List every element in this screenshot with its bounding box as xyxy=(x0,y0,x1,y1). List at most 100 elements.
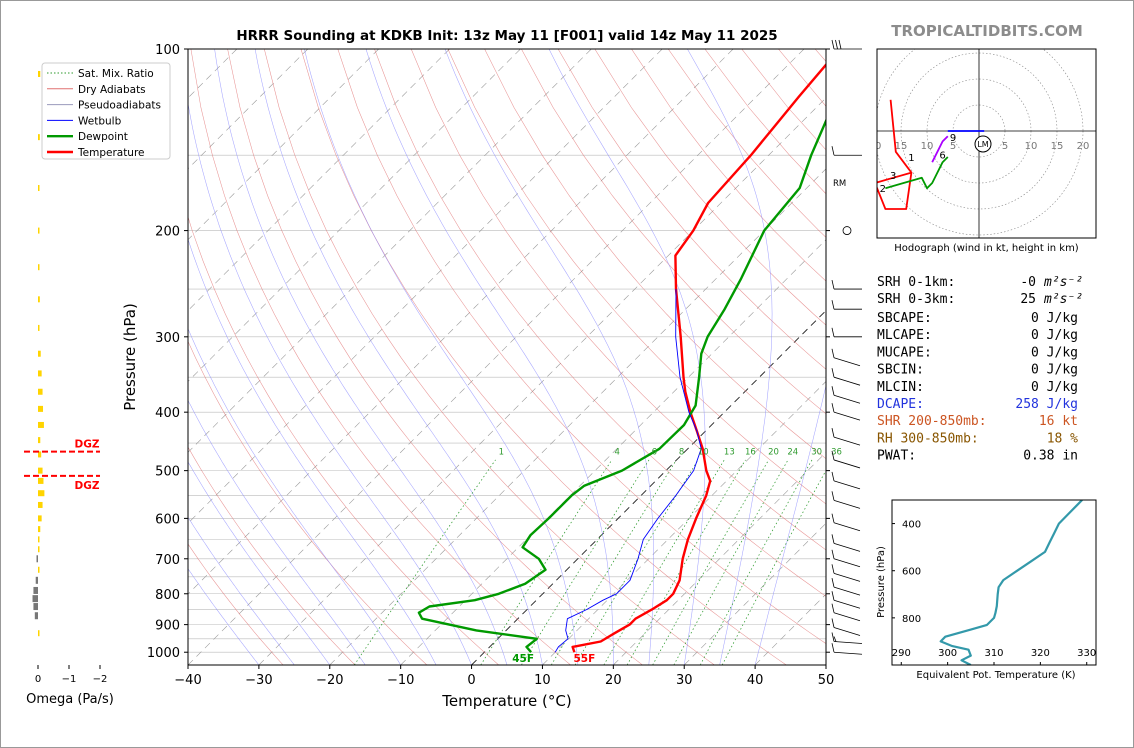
skew-t-panel: 1 4 6 8 10 13 16 20 24 30 36 45F 55F −40 −30 −20 −10 0 10 2… xyxy=(41,39,863,710)
wind-barb-staff xyxy=(833,480,861,490)
theta-e-plot-area xyxy=(939,500,1083,665)
storm-motion-marker xyxy=(974,135,992,153)
wind-barb-staff xyxy=(833,522,861,532)
pseudoadiabat-line xyxy=(304,49,579,665)
isotherm-line xyxy=(684,522,826,665)
stat-label: SHR 200-850mb: xyxy=(877,414,987,429)
mixing-ratio-label: 30 xyxy=(811,448,822,458)
wind-barb-staff xyxy=(833,499,861,509)
hodograph-ring-label: 10 xyxy=(921,141,934,152)
dry-adiabat-line xyxy=(190,49,571,665)
omega-bar-ascent xyxy=(32,595,38,603)
hodograph-trace-3-6km xyxy=(885,156,949,190)
wind-barb-staff xyxy=(833,641,863,644)
pseudoadiabat-line xyxy=(188,568,260,665)
mixing-ratio-label: 4 xyxy=(615,448,620,458)
theta-e-x-axis-label: Equivalent Pot. Temperature (K) xyxy=(916,670,1075,681)
wind-barb-staff xyxy=(833,558,861,568)
mixing-ratio-label: 20 xyxy=(768,448,779,458)
wind-barb-flag xyxy=(831,39,835,50)
wind-barb-staff xyxy=(833,599,861,609)
omega-bar-descent xyxy=(38,467,43,474)
wind-barb-flag xyxy=(831,591,835,601)
wind-barb-flag xyxy=(838,39,842,50)
legend-label: Temperature xyxy=(77,147,145,159)
omega-bar-descent xyxy=(38,477,44,484)
omega-bar-ascent xyxy=(33,586,38,594)
wind-barb-flag xyxy=(831,348,835,358)
omega-x-axis-label: Omega (Pa/s) xyxy=(26,692,114,707)
dry-adiabat-line xyxy=(521,49,826,415)
wind-barb-flag xyxy=(831,549,835,559)
omega-bar-descent xyxy=(38,501,43,508)
wind-barb-flag xyxy=(831,632,835,642)
omega-x-tick-label: 0 xyxy=(35,674,41,685)
stat-unit: m²s⁻² xyxy=(1043,275,1083,290)
legend: Sat. Mix. Ratio Dry Adiabats Pseudoadiabat… xyxy=(41,62,171,160)
mixing-ratio-label: 6 xyxy=(652,448,657,458)
mixing-ratio-line xyxy=(480,459,613,665)
isotherm-line xyxy=(188,49,592,453)
dry-adiabat-line xyxy=(188,215,499,665)
wind-barb-flag xyxy=(831,386,835,396)
mixing-ratio-label: 16 xyxy=(745,448,756,458)
stat-value: 258 J/kg xyxy=(1015,397,1078,412)
stat-value: 0.38 in xyxy=(1023,449,1078,464)
omega-bar-descent xyxy=(38,526,41,533)
omega-bar-descent xyxy=(38,134,40,141)
surface-dewpoint-label: 45F xyxy=(512,653,534,665)
wind-barb-flag xyxy=(831,564,835,574)
wind-barb-staff xyxy=(833,357,861,367)
figure-title: HRRR Sounding at KDKB Init: 13z May 11 [… xyxy=(236,28,777,44)
stat-value: 25 xyxy=(1020,292,1036,307)
stat-label: SRH 0-1km: xyxy=(877,275,955,290)
dewpoint-trace xyxy=(417,117,826,653)
isotherm-line xyxy=(188,49,805,665)
hodograph-ring-label: 5 xyxy=(950,141,956,152)
wind-barb-staff xyxy=(833,572,861,582)
theta-e-y-axis-label: Pressure (hPa) xyxy=(876,546,887,618)
omega-bar-ascent xyxy=(33,603,38,611)
theta-e-x-tick-label: 300 xyxy=(938,648,957,659)
wind-barb-flag xyxy=(831,618,835,628)
pseudoadiabat-line xyxy=(188,238,437,665)
stat-value: 0 J/kg xyxy=(1031,363,1078,378)
mixing-ratio-line xyxy=(574,459,699,665)
isotherm-line xyxy=(188,49,663,524)
omega-bar-descent xyxy=(38,388,43,395)
dry-adiabat-line xyxy=(337,49,826,644)
mixing-ratio-line xyxy=(353,459,496,665)
mixing-ratio-label: 36 xyxy=(831,448,842,458)
theta-e-y-tick-label: 800 xyxy=(902,614,921,625)
dry-adiabat-line xyxy=(300,49,787,665)
wind-barb-staff xyxy=(833,376,861,386)
x-tick-label: −40 xyxy=(174,673,201,688)
wind-barb-staff xyxy=(833,542,861,552)
omega-bar-descent xyxy=(38,405,44,412)
wind-barb-flag xyxy=(831,300,835,310)
stat-unit: m²s⁻² xyxy=(1043,292,1083,307)
omega-bar-descent xyxy=(38,490,45,497)
omega-bar-descent xyxy=(38,296,40,303)
isotherm-line xyxy=(188,49,308,170)
hodograph-height-label: 1 xyxy=(908,153,914,164)
wetbulb-trace xyxy=(554,288,702,653)
y-tick-label: 200 xyxy=(155,225,180,240)
pseudoadiabat-line xyxy=(548,49,706,665)
omega-bar-descent xyxy=(38,451,42,458)
mixing-ratio-line xyxy=(699,459,813,665)
y-tick-label: 800 xyxy=(155,588,180,603)
omega-bar-descent xyxy=(38,324,40,331)
wind-barb-flag xyxy=(831,643,835,653)
legend-label: Pseudoadiabats xyxy=(78,100,161,112)
omega-bar-descent xyxy=(38,515,42,522)
wind-barb-flag xyxy=(831,403,835,413)
stat-value: 18 % xyxy=(1047,431,1078,446)
omega-x-tick-label: −2 xyxy=(93,674,108,685)
skew-t-frame xyxy=(187,48,827,666)
wind-barb-flag xyxy=(831,146,835,156)
dry-adiabat-line xyxy=(484,49,826,460)
wind-barb-staff xyxy=(833,612,861,622)
hodograph-ring-label: 15 xyxy=(895,141,908,152)
theta-e-x-tick-label: 320 xyxy=(1031,648,1050,659)
